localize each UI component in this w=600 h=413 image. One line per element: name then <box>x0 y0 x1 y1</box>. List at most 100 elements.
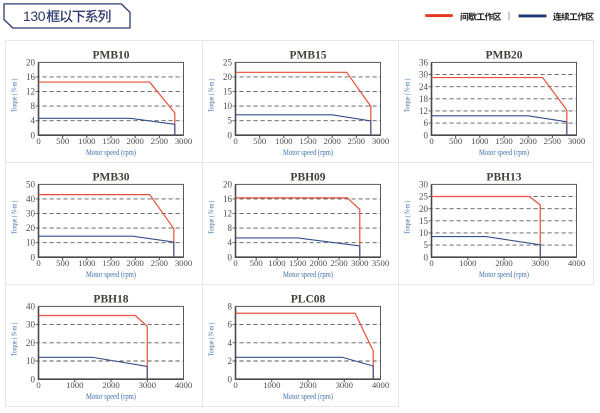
svg-text:40: 40 <box>26 194 36 204</box>
svg-text:Torque ( N-m ): Torque ( N-m ) <box>207 78 216 112</box>
svg-text:Torque ( N-m ): Torque ( N-m ) <box>207 200 216 234</box>
svg-text:10: 10 <box>223 101 233 111</box>
svg-text:4000: 4000 <box>174 380 192 390</box>
svg-text:Torque ( N-m ): Torque ( N-m ) <box>9 322 18 356</box>
svg-text:Motor speed (rpm): Motor speed (rpm) <box>86 148 136 157</box>
svg-text:10: 10 <box>26 356 36 366</box>
svg-text:0: 0 <box>429 258 434 268</box>
svg-text:0: 0 <box>30 252 35 262</box>
svg-text:PBH13: PBH13 <box>486 172 521 184</box>
svg-text:1000: 1000 <box>268 258 286 268</box>
svg-text:Torque ( N-m ): Torque ( N-m ) <box>9 200 18 234</box>
svg-text:5: 5 <box>228 116 233 126</box>
svg-text:2000: 2000 <box>299 380 317 390</box>
svg-text:Torque ( N-m ): Torque ( N-m ) <box>403 200 412 234</box>
svg-text:2: 2 <box>228 356 233 366</box>
svg-text:3500: 3500 <box>372 258 390 268</box>
svg-text:2000: 2000 <box>102 380 120 390</box>
svg-text:4: 4 <box>30 116 35 126</box>
svg-text:3000: 3000 <box>568 136 586 146</box>
svg-text:PMB20: PMB20 <box>485 50 522 62</box>
svg-text:2500: 2500 <box>544 136 562 146</box>
svg-text:3000: 3000 <box>532 258 550 268</box>
svg-text:3000: 3000 <box>174 136 192 146</box>
svg-text:500: 500 <box>56 136 70 146</box>
svg-text:Motor speed (rpm): Motor speed (rpm) <box>479 148 529 157</box>
svg-text:1500: 1500 <box>102 136 120 146</box>
svg-text:5: 5 <box>424 240 429 250</box>
svg-text:4: 4 <box>228 238 233 248</box>
svg-text:0: 0 <box>233 258 238 268</box>
svg-text:4000: 4000 <box>372 380 390 390</box>
svg-text:Motor speed (rpm): Motor speed (rpm) <box>283 270 333 279</box>
svg-text:8: 8 <box>228 302 233 312</box>
svg-text:50: 50 <box>26 180 36 190</box>
svg-text:8: 8 <box>228 223 233 233</box>
svg-text:1000: 1000 <box>78 258 96 268</box>
svg-text:Motor speed (rpm): Motor speed (rpm) <box>86 392 136 401</box>
svg-text:30: 30 <box>419 180 429 190</box>
svg-text:20: 20 <box>26 338 36 348</box>
svg-text:Motor speed (rpm): Motor speed (rpm) <box>479 270 529 279</box>
svg-text:16: 16 <box>223 194 233 204</box>
svg-text:10: 10 <box>419 228 429 238</box>
svg-text:500: 500 <box>250 258 264 268</box>
svg-text:15: 15 <box>419 216 429 226</box>
svg-text:0: 0 <box>424 130 429 140</box>
svg-text:20: 20 <box>419 204 429 214</box>
svg-text:1000: 1000 <box>471 136 489 146</box>
svg-text:Motor speed (rpm): Motor speed (rpm) <box>283 392 333 401</box>
svg-text:1500: 1500 <box>299 136 317 146</box>
svg-text:20: 20 <box>26 58 36 68</box>
svg-text:2000: 2000 <box>495 258 513 268</box>
svg-text:40: 40 <box>26 302 36 312</box>
svg-text:25: 25 <box>223 58 233 68</box>
svg-text:Motor speed (rpm): Motor speed (rpm) <box>283 148 333 157</box>
svg-text:36: 36 <box>419 58 429 68</box>
svg-text:25: 25 <box>419 192 429 202</box>
svg-text:2000: 2000 <box>126 258 144 268</box>
svg-text:6: 6 <box>424 118 429 128</box>
svg-text:3000: 3000 <box>138 380 156 390</box>
svg-text:PMB30: PMB30 <box>92 172 129 184</box>
svg-text:1000: 1000 <box>66 380 84 390</box>
svg-text:0: 0 <box>233 136 238 146</box>
svg-text:500: 500 <box>253 136 267 146</box>
svg-text:16: 16 <box>26 72 36 82</box>
svg-text:12: 12 <box>223 209 232 219</box>
svg-text:0: 0 <box>424 252 429 262</box>
svg-text:12: 12 <box>26 87 35 97</box>
svg-text:2500: 2500 <box>150 136 168 146</box>
svg-text:3000: 3000 <box>372 136 390 146</box>
svg-text:3000: 3000 <box>351 258 369 268</box>
svg-text:12: 12 <box>419 106 428 116</box>
svg-text:1000: 1000 <box>275 136 293 146</box>
svg-text:500: 500 <box>56 258 70 268</box>
svg-text:PBH09: PBH09 <box>290 172 325 184</box>
svg-text:Motor speed (rpm): Motor speed (rpm) <box>86 270 136 279</box>
svg-text:1000: 1000 <box>263 380 281 390</box>
svg-text:Torque ( N-m ): Torque ( N-m ) <box>403 78 412 112</box>
svg-text:10: 10 <box>26 238 36 248</box>
svg-text:0: 0 <box>228 130 233 140</box>
svg-text:0: 0 <box>36 136 41 146</box>
svg-text:0: 0 <box>233 380 238 390</box>
svg-text:0: 0 <box>36 380 41 390</box>
svg-text:0: 0 <box>429 136 434 146</box>
svg-text:1000: 1000 <box>78 136 96 146</box>
svg-text:18: 18 <box>419 94 429 104</box>
svg-text:2000: 2000 <box>126 136 144 146</box>
svg-text:0: 0 <box>228 374 233 384</box>
svg-text:0: 0 <box>36 258 41 268</box>
svg-text:30: 30 <box>419 70 429 80</box>
svg-text:4000: 4000 <box>568 258 586 268</box>
svg-text:PLC08: PLC08 <box>291 294 326 306</box>
svg-text:30: 30 <box>26 209 36 219</box>
svg-text:PMB10: PMB10 <box>92 50 129 62</box>
svg-text:4: 4 <box>228 338 233 348</box>
svg-text:0: 0 <box>30 130 35 140</box>
svg-text:2500: 2500 <box>348 136 366 146</box>
svg-text:2500: 2500 <box>330 258 348 268</box>
svg-text:24: 24 <box>419 82 429 92</box>
svg-text:8: 8 <box>30 101 35 111</box>
